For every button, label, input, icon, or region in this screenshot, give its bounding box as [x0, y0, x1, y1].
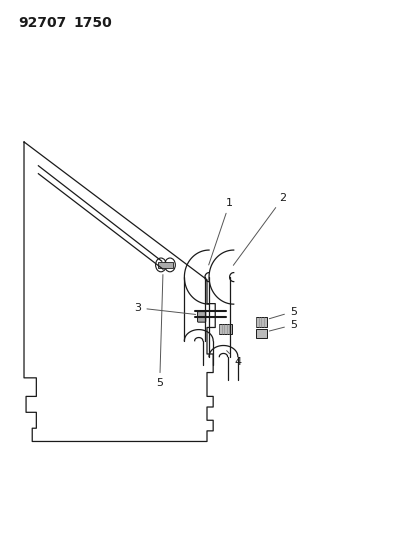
Text: 2: 2: [233, 192, 286, 265]
Text: 5: 5: [268, 306, 296, 319]
Text: 5: 5: [269, 320, 296, 331]
Text: 5: 5: [156, 274, 163, 388]
Text: 3: 3: [134, 303, 195, 314]
FancyBboxPatch shape: [197, 312, 205, 322]
FancyBboxPatch shape: [256, 328, 266, 338]
FancyBboxPatch shape: [157, 262, 173, 268]
Text: 92707: 92707: [18, 16, 66, 30]
Text: 1: 1: [208, 198, 233, 265]
Text: 4: 4: [226, 351, 241, 367]
FancyBboxPatch shape: [256, 317, 266, 327]
Text: 1750: 1750: [73, 16, 112, 30]
FancyBboxPatch shape: [219, 324, 231, 334]
